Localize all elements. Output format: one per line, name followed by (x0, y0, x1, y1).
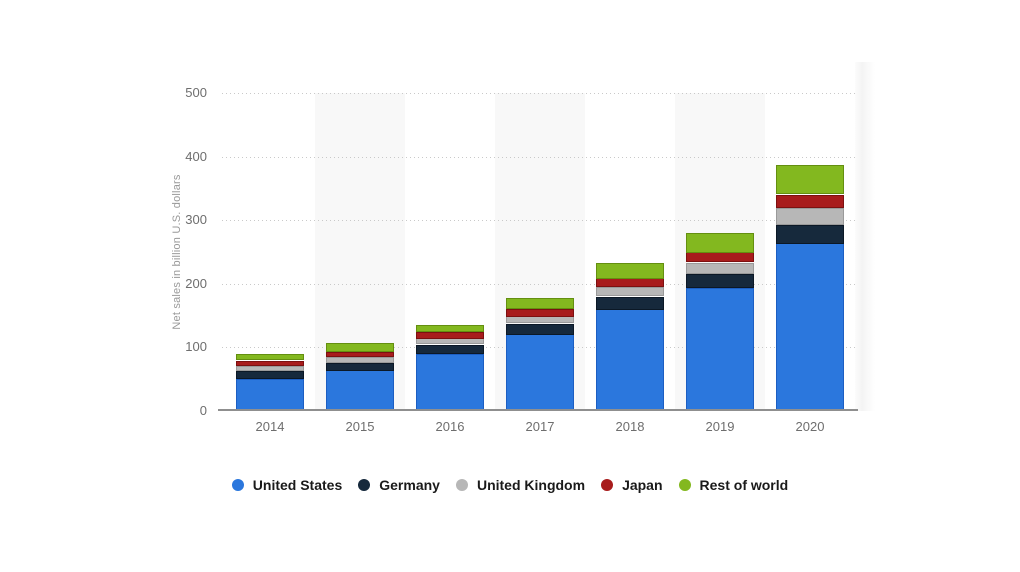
bar-segment-germany[interactable] (236, 371, 304, 379)
bar-segment-united-kingdom[interactable] (506, 316, 574, 323)
legend-item-rest-of-world[interactable]: Rest of world (678, 477, 789, 493)
bar-segment-rest-of-world[interactable] (416, 325, 484, 332)
x-tick-label: 2015 (345, 419, 375, 434)
bar-segment-japan[interactable] (596, 278, 664, 287)
bar-segment-rest-of-world[interactable] (506, 298, 574, 309)
bar-segment-japan[interactable] (506, 309, 574, 317)
legend-label: Germany (379, 477, 440, 493)
bar-segment-germany[interactable] (506, 324, 574, 335)
plot-right-fade (855, 62, 875, 411)
y-tick-label: 500 (185, 85, 207, 100)
legend-label: United Kingdom (476, 477, 586, 493)
bar-segment-rest-of-world[interactable] (776, 165, 844, 194)
gridline (222, 157, 855, 158)
bar-segment-germany[interactable] (326, 363, 394, 371)
legend-swatch-icon (601, 479, 614, 491)
legend-item-united-kingdom[interactable]: United Kingdom (455, 477, 586, 493)
y-tick-label: 200 (185, 276, 207, 291)
bar-segment-rest-of-world[interactable] (326, 343, 394, 352)
bar-segment-germany[interactable] (416, 345, 484, 354)
legend-swatch-icon (678, 479, 691, 491)
y-tick-label: 0 (199, 403, 207, 418)
x-tick-label: 2014 (255, 419, 285, 434)
bar-segment-united-states[interactable] (236, 379, 304, 411)
legend-item-japan[interactable]: Japan (601, 477, 663, 493)
bar-segment-united-kingdom[interactable] (686, 263, 754, 274)
bar-segment-germany[interactable] (776, 225, 844, 244)
legend-label: Japan (622, 477, 663, 493)
x-tick-label: 2020 (795, 419, 825, 434)
gridline (222, 284, 855, 285)
x-tick-label: 2017 (525, 419, 555, 434)
bar-segment-japan[interactable] (776, 195, 844, 208)
legend-swatch-icon (231, 479, 244, 491)
gridline (222, 93, 855, 94)
bar-segment-japan[interactable] (686, 252, 754, 262)
bar-segment-japan[interactable] (236, 361, 304, 366)
bar-segment-united-kingdom[interactable] (236, 366, 304, 371)
y-axis-title: Net sales in billion U.S. dollars (171, 174, 183, 330)
legend-label: Rest of world (699, 477, 789, 493)
legend-swatch-icon (455, 479, 468, 491)
bar-segment-united-kingdom[interactable] (326, 357, 394, 363)
bar-segment-united-states[interactable] (686, 288, 754, 411)
bar-segment-germany[interactable] (686, 274, 754, 288)
gridline (222, 220, 855, 221)
bar-segment-united-states[interactable] (596, 309, 664, 411)
bar-segment-germany[interactable] (596, 297, 664, 310)
y-tick-label: 400 (185, 149, 207, 164)
legend-item-germany[interactable]: Germany (358, 477, 440, 493)
legend-label: United States (252, 477, 343, 493)
bar-segment-united-kingdom[interactable] (776, 208, 844, 225)
bar-segment-rest-of-world[interactable] (596, 263, 664, 279)
bar-segment-united-states[interactable] (326, 370, 394, 411)
legend: United States Germany United Kingdom Japan R… (0, 477, 1020, 493)
x-tick-label: 2019 (705, 419, 735, 434)
bar-segment-united-states[interactable] (506, 334, 574, 411)
y-tick-label: 100 (185, 339, 207, 354)
x-axis-line (218, 409, 858, 411)
bar-segment-united-states[interactable] (776, 243, 844, 411)
bar-segment-rest-of-world[interactable] (236, 354, 304, 360)
legend-item-united-states[interactable]: United States (231, 477, 343, 493)
x-tick-label: 2018 (615, 419, 645, 434)
x-tick-label: 2016 (435, 419, 465, 434)
bar-segment-japan[interactable] (416, 332, 484, 339)
y-tick-label: 300 (185, 212, 207, 227)
bar-segment-japan[interactable] (326, 352, 394, 357)
legend-swatch-icon (358, 479, 371, 491)
bar-segment-united-kingdom[interactable] (596, 287, 664, 296)
bar-segment-united-states[interactable] (416, 354, 484, 411)
bar-segment-rest-of-world[interactable] (686, 233, 754, 253)
